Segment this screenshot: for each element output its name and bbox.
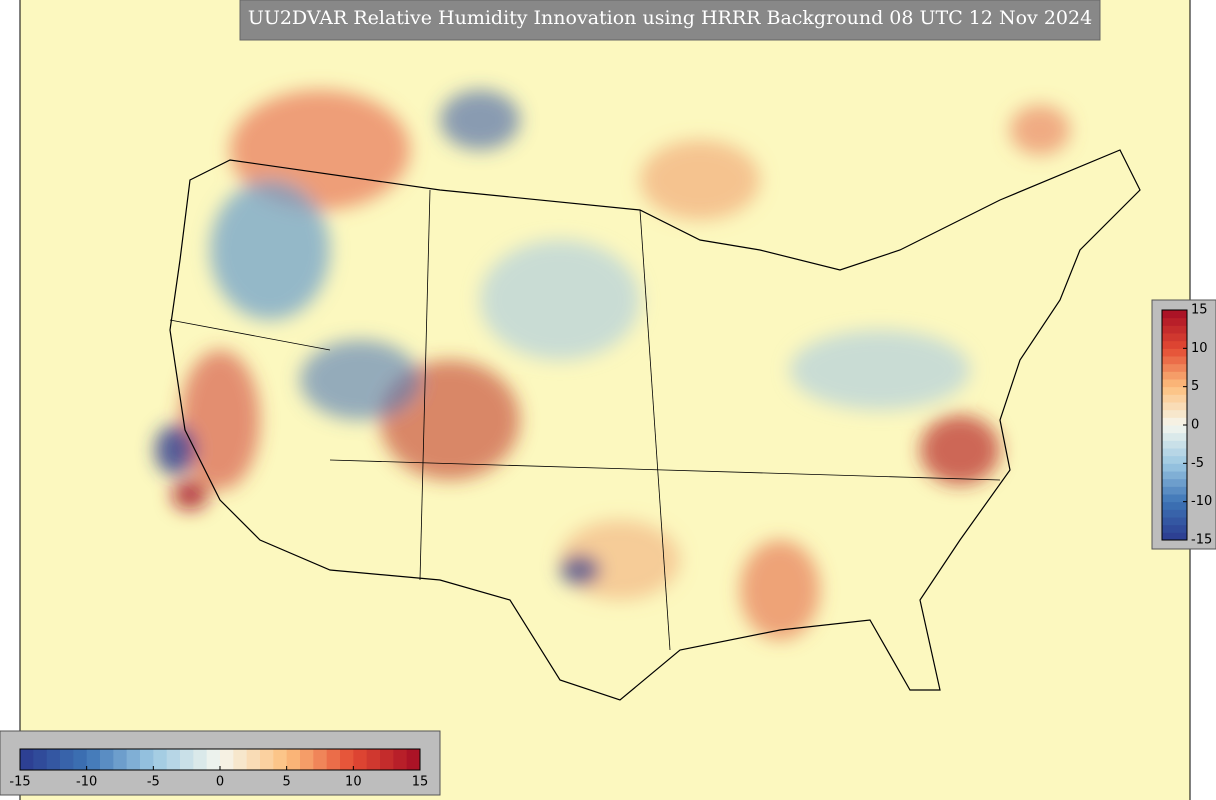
colorbar-segment <box>273 749 288 770</box>
colorbar-tick-label: -5 <box>147 775 160 790</box>
colorbar-segment <box>1162 417 1187 426</box>
colorbar-segment <box>1162 517 1187 526</box>
colorbar-tick-label: 10 <box>345 775 362 790</box>
colorbar-segment <box>1162 310 1187 319</box>
colorbar-tick-label: -15 <box>9 775 30 790</box>
colorbar-segment <box>180 749 194 770</box>
colorbar-segment <box>366 749 381 770</box>
colorbar-segment <box>326 749 341 770</box>
colorbar-segment <box>1162 386 1187 395</box>
colorbar-segment <box>1162 394 1187 403</box>
colorbar-segment <box>1162 379 1187 388</box>
colorbar-segment <box>1162 524 1187 533</box>
colorbar-tick-label: -15 <box>1191 533 1212 548</box>
colorbar-segment <box>353 749 368 770</box>
colorbar-tick-label: 0 <box>1191 418 1199 433</box>
colorbar-segment <box>100 749 114 770</box>
colorbar-segment <box>1162 486 1187 495</box>
colorbar-tick-label: 10 <box>1191 341 1208 356</box>
colorbar-segment <box>1162 333 1187 342</box>
state-border <box>329 459 1001 481</box>
state-border <box>419 189 431 581</box>
colorbar-tick-label: -10 <box>76 775 97 790</box>
colorbar-segment <box>206 749 221 770</box>
colorbar-tick-label: 5 <box>283 775 291 790</box>
colorbar-segment <box>406 749 421 770</box>
colorbar-segment <box>33 749 48 770</box>
colorbar-segment <box>126 749 141 770</box>
colorbar-segment <box>313 749 328 770</box>
colorbar-segment <box>246 749 261 770</box>
colorbar-tick-label: -5 <box>1191 456 1204 471</box>
colorbar-segment <box>140 749 154 770</box>
colorbar-segment <box>1162 356 1187 365</box>
colorbar-tick-label: 0 <box>216 775 224 790</box>
state-border <box>639 209 671 651</box>
colorbar-segment <box>1162 478 1187 487</box>
colorbar-segment <box>1162 340 1187 349</box>
colorbar-segment <box>1162 402 1187 411</box>
colorbar-segment <box>86 749 101 770</box>
colorbar-segment <box>1162 532 1187 541</box>
colorbar-segment <box>233 749 248 770</box>
colorbar-segment <box>1162 509 1187 518</box>
colorbar-segment <box>380 749 394 770</box>
colorbar-segment <box>1162 448 1187 457</box>
colorbar-segment <box>1162 425 1187 434</box>
colorbar-segment <box>260 749 274 770</box>
colorbar-segment <box>20 749 34 770</box>
colorbar-segment <box>393 749 408 770</box>
colorbars: -15 -10 -5 0 5 10 15 -15 -10 -5 0 5 10 15 <box>9 303 1212 790</box>
colorbar-tick-label: 15 <box>412 775 429 790</box>
state-border <box>169 319 331 351</box>
colorbar-segment <box>300 749 314 770</box>
colorbar-segment <box>1162 371 1187 380</box>
colorbar-segment <box>220 749 234 770</box>
field-blobs <box>155 90 1070 640</box>
title-box <box>239 0 1101 41</box>
colorbar-tick-label: 15 <box>1191 303 1208 318</box>
colorbar-segment <box>166 749 181 770</box>
coastline <box>169 149 1141 701</box>
colorbar-segment <box>60 749 74 770</box>
colorbar-segment <box>340 749 354 770</box>
colorbar-segment <box>1162 494 1187 503</box>
colorbar-segment <box>153 749 168 770</box>
colorbar-tick-label: -10 <box>1191 494 1212 509</box>
colorbar-segment <box>1162 501 1187 510</box>
map-title: UU2DVAR Relative Humidity Innovation usi… <box>248 7 1092 29</box>
colorbar-segment <box>1162 363 1187 372</box>
colorbar-segment <box>73 749 88 770</box>
colorbar-segment <box>1162 409 1187 418</box>
colorbar-tick-label: 5 <box>1191 379 1199 394</box>
colorbar-segment <box>1162 317 1187 326</box>
colorbar-segment <box>1162 440 1187 449</box>
colorbar-segment <box>46 749 61 770</box>
colorbar-segment <box>1162 348 1187 357</box>
colorbar-segment <box>1162 325 1187 334</box>
colorbar-segment <box>286 749 301 770</box>
colorbar-segment <box>1162 463 1187 472</box>
colorbar-segment <box>1162 455 1187 464</box>
colorbar-segment <box>1162 432 1187 441</box>
colorbar-segment <box>193 749 208 770</box>
colorbar-segment <box>1162 471 1187 480</box>
colorbar-segment <box>113 749 128 770</box>
